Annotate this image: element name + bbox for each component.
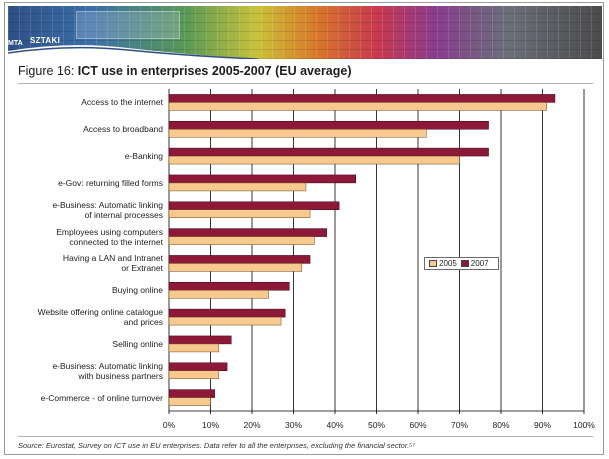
figure-title: Figure 16: ICT use in enterprises 2005-2… <box>18 64 352 78</box>
category-label: e-Business: Automatic linking with busin… <box>52 360 163 381</box>
header-banner <box>8 6 602 59</box>
bar-2005 <box>168 343 220 353</box>
x-tick-label: 10% <box>202 420 219 430</box>
legend-item-2005: 2005 <box>429 259 457 268</box>
category-label: Access to the internet <box>81 97 163 108</box>
x-tick-label: 40% <box>326 420 343 430</box>
legend-swatch-2007 <box>460 260 469 267</box>
x-tick-label: 80% <box>492 420 509 430</box>
x-tick-label: 0% <box>163 420 176 430</box>
legend-label-2005: 2005 <box>439 259 457 268</box>
bar-2005 <box>168 263 303 272</box>
bar-2005 <box>168 397 211 406</box>
category-label: Employees using computers connected to t… <box>56 226 163 247</box>
source-divider <box>18 436 593 437</box>
bar-2007 <box>168 335 232 345</box>
figure-number: Figure 16: <box>18 64 75 78</box>
source-note: Source: Eurostat, Survey on ICT use in E… <box>18 441 416 450</box>
x-tick-label: 100% <box>573 420 595 430</box>
bar-2005 <box>168 316 282 326</box>
bar-2007 <box>168 389 215 398</box>
figure-frame <box>4 2 604 455</box>
bar-2005 <box>168 102 547 111</box>
category-label: e-Banking <box>124 151 163 162</box>
legend-label-2007: 2007 <box>470 259 489 268</box>
bar-2007 <box>168 228 327 237</box>
chart-legend: 2005 2007 <box>424 257 499 270</box>
bar-2005 <box>168 236 315 245</box>
bar-2005 <box>168 290 269 299</box>
bar-2005 <box>168 209 311 218</box>
title-divider <box>18 83 593 84</box>
category-label: Having a LAN and Intranet or Extranet <box>62 253 163 274</box>
bar-2007 <box>168 94 556 103</box>
category-label: e-Gov: returning filled forms <box>58 177 163 188</box>
x-tick-label: 50% <box>368 420 385 430</box>
bar-2007 <box>168 174 356 184</box>
bar-2005 <box>168 129 427 138</box>
figure-title-text: ICT use in enterprises 2005-2007 (EU ave… <box>77 64 352 78</box>
logo-sztaki: SZTAKI <box>30 36 61 45</box>
category-label: Buying online <box>111 285 163 296</box>
bar-2007 <box>168 147 489 157</box>
legend-swatch-2005 <box>429 260 437 267</box>
x-tick-label: 70% <box>451 420 468 430</box>
x-tick-label: 30% <box>285 420 302 430</box>
bar-2007 <box>168 121 489 130</box>
logo-mta: MTA <box>8 40 23 47</box>
category-label: Website offering online catalogue and pr… <box>37 307 163 328</box>
bar-2007 <box>168 282 290 291</box>
x-tick-label: 90% <box>534 420 551 430</box>
bar-2007 <box>168 308 286 318</box>
x-tick-label: 20% <box>243 420 260 430</box>
category-label: Selling online <box>112 338 163 349</box>
category-label: e-Commerce - of online turnover <box>40 392 163 403</box>
bar-2005 <box>168 182 307 192</box>
bar-2007 <box>168 255 311 264</box>
banner-formula-panel <box>76 11 180 39</box>
category-label: e-Business: Automatic linking of interna… <box>52 199 163 220</box>
bar-2005 <box>168 155 460 165</box>
banner-wave-graphic <box>8 45 258 59</box>
bar-2007 <box>168 362 228 371</box>
x-tick-label: 60% <box>409 420 426 430</box>
legend-item-2007: 2007 <box>460 259 489 268</box>
bar-2007 <box>168 201 340 210</box>
bar-2005 <box>168 370 220 379</box>
category-label: Access to broadband <box>83 124 163 135</box>
